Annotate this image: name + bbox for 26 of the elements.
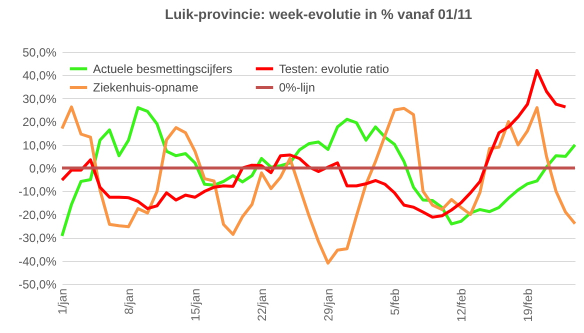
y-tick-label: 30,0% [22, 92, 57, 106]
y-tick-label: -10,0% [18, 184, 57, 199]
y-tick-label: -20,0% [18, 208, 57, 222]
legend-label: 0%-lijn [279, 80, 316, 94]
x-tick-label: 19/feb [521, 288, 535, 322]
legend-label: Testen: evolutie ratio [279, 62, 390, 76]
legend-label: Actuele besmettingscijfers [93, 62, 232, 76]
x-tick-label: 8/jan [122, 288, 136, 315]
x-tick-label: 12/feb [454, 288, 468, 322]
y-tick-label: -50,0% [18, 278, 57, 292]
y-tick-label: 40,0% [22, 68, 57, 83]
line-series [60, 105, 576, 265]
x-tick-label: 29/jan [322, 288, 336, 322]
line-series [60, 106, 576, 238]
y-tick-label: 20,0% [22, 115, 57, 130]
y-tick-label: 10,0% [22, 138, 57, 152]
x-tick-label: 22/jan [255, 288, 269, 322]
legend-label: Ziekenhuis-opname [93, 80, 199, 94]
x-tick-label: 5/feb [388, 288, 402, 316]
x-tick-label: 1/jan [56, 288, 70, 315]
chart-title: Luik-provincie: week-evolutie in % vanaf 01/11 [164, 6, 472, 22]
x-tick-label: 15/jan [188, 288, 202, 322]
y-tick-label: 0,0% [29, 162, 57, 176]
y-tick-label: -30,0% [18, 231, 57, 246]
y-tick-label: 50,0% [22, 46, 57, 60]
y-tick-label: -40,0% [18, 254, 57, 268]
